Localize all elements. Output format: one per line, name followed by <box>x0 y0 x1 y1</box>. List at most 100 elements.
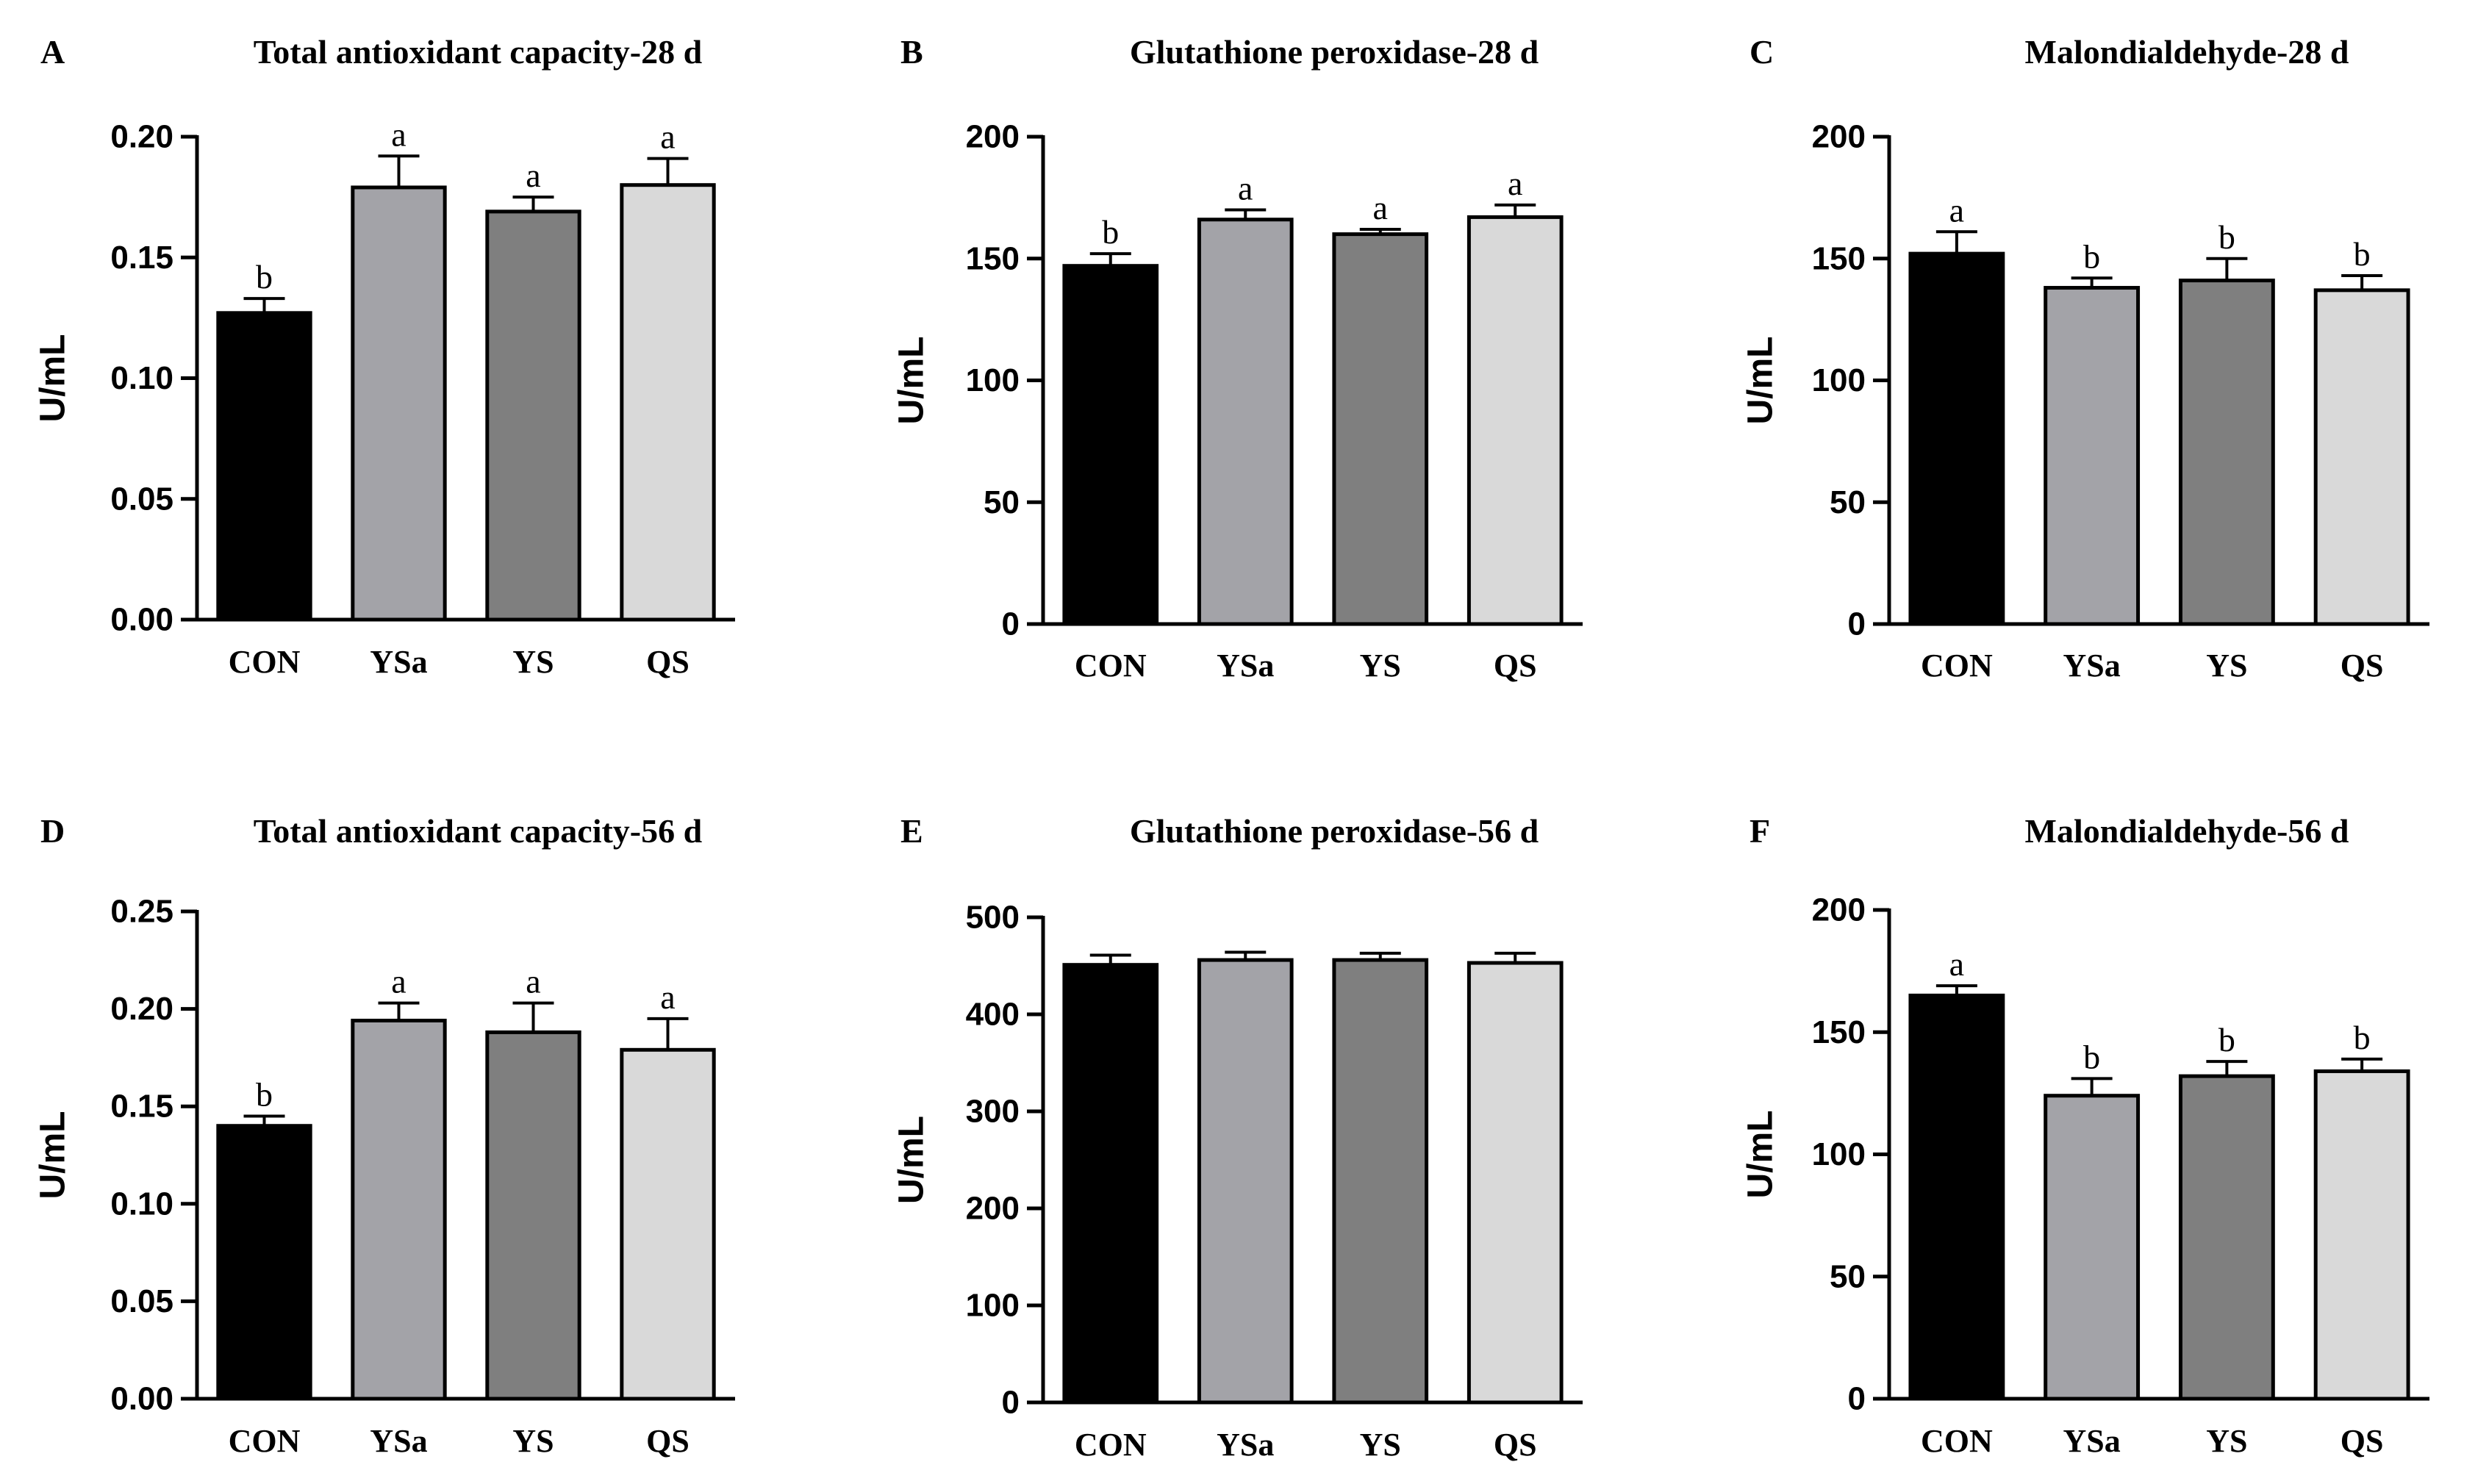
panel-letter: A <box>40 33 65 71</box>
panel-letter: B <box>900 33 923 71</box>
x-tick-label: YSa <box>1217 1427 1274 1463</box>
significance-letter: b <box>2354 235 2371 273</box>
significance-letter: b <box>2083 1038 2100 1075</box>
x-tick-label: YS <box>1360 1427 1401 1463</box>
bar-ys <box>485 1030 581 1401</box>
y-tick-label: 0.15 <box>110 1089 173 1125</box>
y-tick-label: 150 <box>1812 1014 1866 1050</box>
significance-letter: b <box>2354 1019 2371 1056</box>
x-tick-label: YSa <box>370 1423 427 1459</box>
significance-letter: a <box>1238 169 1253 207</box>
y-axis-label: U/mL <box>1741 337 1780 425</box>
bar-qs <box>1466 961 1564 1405</box>
y-tick-label: 200 <box>966 1191 1020 1227</box>
bar-ys <box>2178 279 2275 626</box>
y-tick-label: 50 <box>1830 1258 1866 1294</box>
y-tick-label: 0.20 <box>110 991 173 1027</box>
y-tick-label: 0.15 <box>110 240 173 276</box>
significance-letter: a <box>1949 945 1964 983</box>
x-tick-label: CON <box>1075 648 1147 684</box>
x-tick-label: QS <box>646 1423 690 1459</box>
x-tick-label: QS <box>2341 1423 2384 1459</box>
significance-letter: a <box>526 157 540 194</box>
y-tick-label: 0 <box>1848 606 1866 642</box>
bar-qs <box>2313 288 2410 626</box>
y-tick-label: 200 <box>1812 892 1866 928</box>
bar-qs <box>620 1047 716 1401</box>
chart-title: Glutathione peroxidase-56 d <box>1130 812 1539 850</box>
chart-title: Malondialdehyde-28 d <box>2025 33 2349 71</box>
y-tick-label: 0 <box>1848 1381 1866 1417</box>
y-tick-label: 0 <box>1002 1385 1020 1421</box>
significance-letter: a <box>1373 189 1388 226</box>
x-tick-label: YS <box>512 1423 554 1459</box>
significance-letter: b <box>256 258 273 295</box>
chart-panel-d: D Total antioxidant capacity-56 d U/mL 0.00… <box>34 812 735 1459</box>
chart-title: Glutathione peroxidase-28 d <box>1130 33 1539 71</box>
bar-con <box>1062 264 1159 626</box>
y-tick-label: 0.00 <box>110 1381 173 1417</box>
chart-panel-a: A Total antioxidant capacity-28 d U/mL 0.00… <box>34 33 735 680</box>
x-tick-label: QS <box>2341 648 2384 684</box>
significance-letter: b <box>1102 213 1119 251</box>
significance-letter: b <box>2083 237 2100 275</box>
chart-panel-e: E Glutathione peroxidase-56 d U/mL 0 100 200 3… <box>892 812 1583 1463</box>
bar-qs <box>1466 215 1564 626</box>
significance-letter: a <box>391 115 406 153</box>
x-tick-label: YS <box>2206 648 2247 684</box>
bar-ys <box>1332 232 1429 626</box>
bar-con <box>1908 251 2005 626</box>
bar-con <box>1908 993 2005 1401</box>
x-tick-label: QS <box>646 644 690 680</box>
y-tick-label: 0 <box>1002 606 1020 642</box>
y-tick-label: 200 <box>1812 119 1866 155</box>
chart-panel-b: B Glutathione peroxidase-28 d U/mL 0 50 100 15… <box>892 33 1583 684</box>
significance-letter: a <box>1949 191 1964 229</box>
bar-ys <box>485 209 581 622</box>
y-axis-label: U/mL <box>1741 1111 1780 1199</box>
y-tick-label: 150 <box>1812 240 1866 276</box>
y-tick-label: 0.10 <box>110 360 173 396</box>
significance-letter: a <box>660 978 675 1016</box>
bar-ysa <box>351 1019 447 1401</box>
bar-ysa <box>2044 286 2141 626</box>
chart-panel-c: C Malondialdehyde-28 d U/mL 0 50 100 150 200 a CO… <box>1741 33 2429 684</box>
x-tick-label: CON <box>1921 648 1993 684</box>
x-tick-label: YSa <box>2063 1423 2121 1459</box>
y-tick-label: 100 <box>966 1288 1020 1324</box>
x-tick-label: YS <box>1360 648 1401 684</box>
x-tick-label: YSa <box>2063 648 2121 684</box>
bar-con <box>216 311 312 622</box>
x-tick-label: YSa <box>370 644 427 680</box>
x-tick-label: CON <box>1921 1423 1993 1459</box>
y-tick-label: 300 <box>966 1094 1020 1130</box>
y-tick-label: 400 <box>966 997 1020 1033</box>
significance-letter: b <box>2218 218 2235 256</box>
bar-ysa <box>1197 958 1294 1405</box>
x-tick-label: CON <box>229 644 301 680</box>
bar-ys <box>2178 1074 2275 1401</box>
significance-letter: b <box>2218 1021 2235 1058</box>
chart-title: Total antioxidant capacity-56 d <box>254 812 703 850</box>
y-tick-label: 50 <box>1830 484 1866 520</box>
y-axis-label: U/mL <box>34 334 73 423</box>
significance-letter: a <box>526 963 540 1000</box>
y-tick-label: 150 <box>966 240 1020 276</box>
y-tick-label: 0.25 <box>110 894 173 930</box>
x-tick-label: YS <box>512 644 554 680</box>
y-tick-label: 200 <box>966 119 1020 155</box>
bar-con <box>1062 963 1159 1405</box>
x-tick-label: CON <box>229 1423 301 1459</box>
y-axis-label: U/mL <box>34 1111 73 1200</box>
bar-qs <box>620 183 716 622</box>
bar-ys <box>1332 958 1429 1405</box>
bar-qs <box>2313 1069 2410 1401</box>
y-tick-label: 0.00 <box>110 602 173 638</box>
x-tick-label: QS <box>1494 648 1537 684</box>
x-tick-label: YSa <box>1217 648 1274 684</box>
y-tick-label: 0.05 <box>110 1283 173 1319</box>
y-axis-label: U/mL <box>892 1116 931 1204</box>
x-tick-label: QS <box>1494 1427 1537 1463</box>
bar-ysa <box>1197 218 1294 626</box>
